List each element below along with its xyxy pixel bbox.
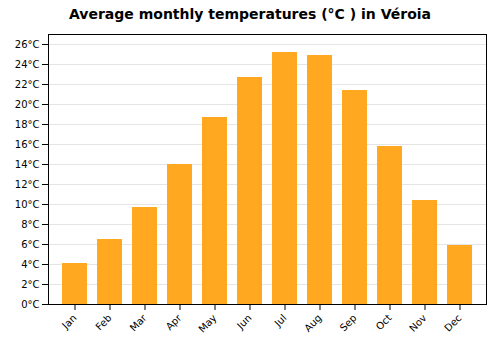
svg-text:Nov: Nov	[407, 312, 429, 334]
svg-text:12°C: 12°C	[15, 179, 40, 190]
svg-text:24°C: 24°C	[15, 59, 40, 70]
svg-text:22°C: 22°C	[15, 79, 40, 90]
svg-text:26°C: 26°C	[15, 39, 40, 50]
svg-text:18°C: 18°C	[15, 119, 40, 130]
svg-text:Feb: Feb	[93, 312, 113, 332]
svg-text:0°C: 0°C	[21, 299, 39, 310]
svg-text:14°C: 14°C	[15, 159, 40, 170]
html-text:Average monthly temperatures (: Average monthly temperatures (°C ) in Vé…	[69, 6, 431, 22]
svg-text:Dec: Dec	[442, 312, 463, 333]
svg-text:Jul: Jul	[272, 312, 289, 329]
svg-text:20°C: 20°C	[15, 99, 40, 110]
svg-text:Oct: Oct	[374, 312, 394, 332]
svg-text:2°C: 2°C	[21, 279, 39, 290]
svg-text:6°C: 6°C	[21, 239, 39, 250]
svg-text:Jan: Jan	[59, 312, 78, 331]
svg-text:4°C: 4°C	[21, 259, 39, 270]
svg-text:16°C: 16°C	[15, 139, 40, 150]
svg-text:Apr: Apr	[164, 312, 185, 333]
svg-text:Jun: Jun	[234, 312, 254, 332]
svg-text:Aug: Aug	[302, 312, 324, 334]
svg-text:8°C: 8°C	[21, 219, 39, 230]
svg-text:Mar: Mar	[128, 312, 150, 334]
svg-text:10°C: 10°C	[15, 199, 40, 210]
svg-text:May: May	[196, 312, 218, 334]
svg-text:Sep: Sep	[338, 312, 359, 333]
